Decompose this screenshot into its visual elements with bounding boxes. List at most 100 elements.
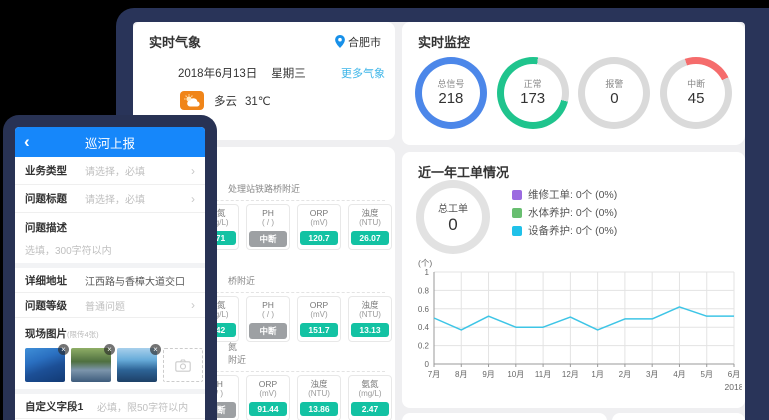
sensor-unit: (NTU) — [308, 389, 330, 398]
site-photos-section: 现场图片(限传4张) × × × — [15, 318, 205, 389]
city-selector[interactable]: 合肥市 — [335, 34, 381, 50]
field-issue-title[interactable]: 问题标题 请选择，必填 › — [15, 185, 205, 213]
gauge-value: 0 — [610, 90, 619, 107]
gauge-label: 正常 — [523, 79, 542, 89]
sensor-unit: (mg/L) — [205, 310, 229, 319]
legend-item: 维修工单: 0个 (0%) — [512, 186, 617, 204]
svg-text:2月: 2月 — [619, 370, 631, 379]
svg-text:10月: 10月 — [507, 370, 524, 379]
site-photo[interactable]: × — [25, 344, 69, 382]
station-name: 处理站铁路桥附近 — [228, 184, 301, 194]
city-label: 合肥市 — [348, 36, 381, 49]
workorders-card: 近一年工单情况 总工单 0 维修工单: 0个 (0%) 水体养护: 0个 (0%)… — [402, 152, 745, 408]
legend-item: 设备养护: 0个 (0%) — [512, 222, 617, 240]
weather-date: 2018年6月13日 — [178, 68, 258, 80]
sensor-value: 中断 — [249, 231, 287, 247]
station-divider — [145, 200, 385, 201]
svg-text:9月: 9月 — [482, 370, 494, 379]
svg-text:8月: 8月 — [455, 370, 467, 379]
svg-text:1: 1 — [425, 268, 430, 277]
gauge-total-signals: 总信号 218 — [414, 57, 487, 129]
sensor-unit: (mV) — [310, 310, 328, 319]
sensor-param: 氨氮 — [361, 379, 379, 389]
delete-photo-icon[interactable]: × — [58, 344, 69, 355]
sensor-unit: ( / ) — [262, 310, 274, 319]
sensor-card: ORP (mV) 151.7 — [297, 296, 341, 342]
svg-text:12月: 12月 — [562, 370, 579, 379]
svg-text:2018: 2018 — [725, 382, 742, 392]
legend-text: 水体养护: 0个 (0%) — [528, 207, 618, 219]
workorders-title: 近一年工单情况 — [418, 165, 510, 180]
dashboard-frame: 实时气象 合肥市 2018年6月13日 星期三 更多气象 — [116, 8, 769, 420]
gauge-interrupted: 中断 45 — [660, 57, 733, 129]
gauge-alarm: 报警 0 — [578, 57, 651, 129]
site-photo[interactable]: × — [71, 344, 115, 382]
weather-title: 实时气象 — [149, 35, 202, 50]
sensor-value: 26.07 — [351, 231, 389, 245]
weather-weekday: 星期三 — [271, 68, 306, 80]
sensor-param: ORP — [309, 208, 329, 218]
sensor-param: PH — [211, 379, 223, 389]
station-name: 氮 — [228, 342, 238, 352]
svg-text:11月: 11月 — [535, 370, 551, 379]
legend-text: 维修工单: 0个 (0%) — [528, 189, 618, 201]
legend-text: 设备养护: 0个 (0%) — [528, 225, 618, 237]
sensor-card: PH( / ) 中断 — [246, 296, 290, 342]
sensor-value: 2.47 — [351, 402, 389, 416]
donut-label: 总工单 — [438, 203, 468, 215]
phone-mockup: ‹ 巡河上报 业务类型 请选择，必填 › 问题标题 请选择，必填 › 问题描述 … — [3, 115, 217, 420]
svg-text:3月: 3月 — [646, 370, 658, 379]
field-address[interactable]: 详细地址 江西路与香樟大道交口 — [15, 268, 205, 293]
sensor-param: 浊度 — [361, 300, 379, 310]
location-pin-icon — [335, 35, 345, 48]
svg-text:7月: 7月 — [428, 370, 440, 379]
gauge-label: 总信号 — [437, 79, 465, 89]
gauge-value: 173 — [520, 90, 546, 107]
sensor-unit: (NTU) — [359, 218, 381, 227]
weather-condition: 多云 — [214, 95, 237, 108]
station-divider — [145, 371, 385, 372]
field-business-type[interactable]: 业务类型 请选择，必填 › — [15, 157, 205, 185]
bottom-card-right — [612, 413, 745, 420]
station-name: 桥附近 — [228, 276, 256, 286]
sensor-card: ORP (mV) 120.7 — [297, 204, 341, 250]
back-button[interactable]: ‹ — [24, 132, 30, 151]
sensor-value: 中断 — [249, 323, 287, 339]
field-issue-description[interactable]: 问题描述 选填，300字符以内 — [25, 222, 112, 257]
site-photo[interactable]: × — [117, 344, 161, 382]
sensor-card: 浊度 (NTU) 26.07 — [348, 204, 392, 250]
sensor-param: ORP — [309, 300, 329, 310]
station-divider — [145, 292, 385, 293]
svg-text:0.4: 0.4 — [418, 323, 430, 332]
sensor-unit: (NTU) — [359, 310, 381, 319]
legend-item: 水体养护: 0个 (0%) — [512, 204, 617, 222]
svg-text:0.8: 0.8 — [418, 286, 430, 295]
svg-text:1月: 1月 — [591, 370, 603, 379]
svg-text:4月: 4月 — [673, 370, 685, 379]
more-weather-link[interactable]: 更多气象 — [341, 68, 385, 80]
gauge-label: 中断 — [687, 79, 706, 89]
phone-title: 巡河上报 — [84, 136, 135, 151]
address-value: 江西路与香樟大道交口 — [85, 276, 185, 288]
add-photo-button[interactable] — [163, 348, 203, 382]
station-block: 桥附近氨氮(mg/L)0.42PH( / )中断ORP(mV)151.7浊度(N… — [145, 275, 392, 342]
sensor-value: 91.44 — [249, 402, 287, 416]
chevron-right-icon: › — [191, 298, 195, 312]
cloudy-sun-weather-icon — [180, 91, 204, 110]
realtime-monitor-card: 实时监控 总信号 218 正常 173 报警 0 中断 45 — [402, 22, 745, 145]
camera-icon — [175, 358, 191, 372]
field-custom-1[interactable]: 自定义字段1 必填，限50字符以内 — [15, 394, 205, 419]
sensor-param: 浊度 — [310, 379, 328, 389]
field-issue-level[interactable]: 问题等级 普通问题 › — [15, 293, 205, 318]
monitor-title: 实时监控 — [418, 35, 471, 50]
sensor-unit: (mV) — [310, 218, 328, 227]
delete-photo-icon[interactable]: × — [104, 344, 115, 355]
sensor-unit: ( / ) — [211, 389, 223, 398]
gauge-normal: 正常 173 — [496, 57, 569, 129]
svg-text:0.2: 0.2 — [418, 342, 430, 351]
sensor-value: 151.7 — [300, 323, 338, 337]
svg-text:6月: 6月 — [728, 370, 740, 379]
section-divider — [15, 263, 205, 268]
delete-photo-icon[interactable]: × — [150, 344, 161, 355]
